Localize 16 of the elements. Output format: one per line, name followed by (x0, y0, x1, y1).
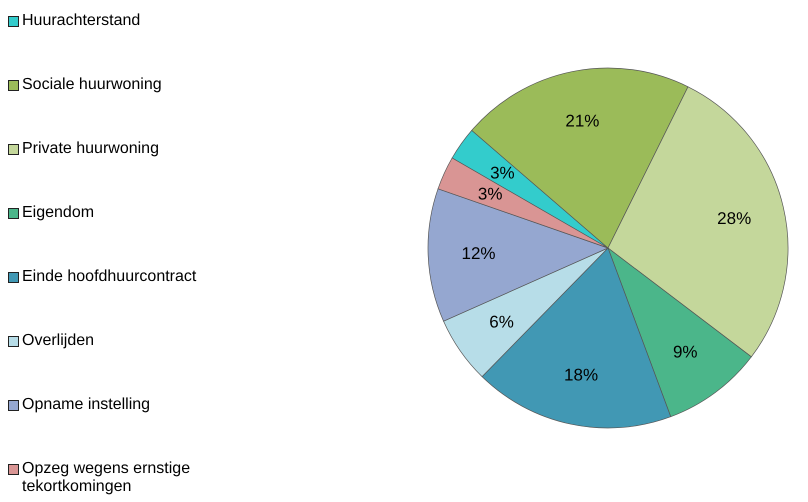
data-label: 28% (717, 208, 752, 228)
data-label: 12% (462, 244, 496, 263)
data-label: 3% (490, 163, 515, 182)
legend-label: Eigendom (22, 204, 96, 222)
data-label: 9% (672, 342, 698, 362)
data-label: 6% (489, 312, 514, 332)
legend-label: Opname instelling (22, 396, 152, 414)
legend-label: Huurachterstand (22, 12, 142, 30)
legend-label: Sociale huurwoning (22, 76, 163, 94)
legend-label: Private huurwoning (22, 140, 160, 158)
legend-label: Overlijden (22, 332, 96, 350)
legend-label: Opzeg wegens ernstige tekortkomingen (22, 460, 192, 496)
legend-label: Einde hoofdhuurcontract (22, 268, 198, 286)
data-label: 21% (565, 111, 600, 130)
data-label: 3% (478, 184, 502, 204)
data-label: 18% (564, 365, 598, 384)
